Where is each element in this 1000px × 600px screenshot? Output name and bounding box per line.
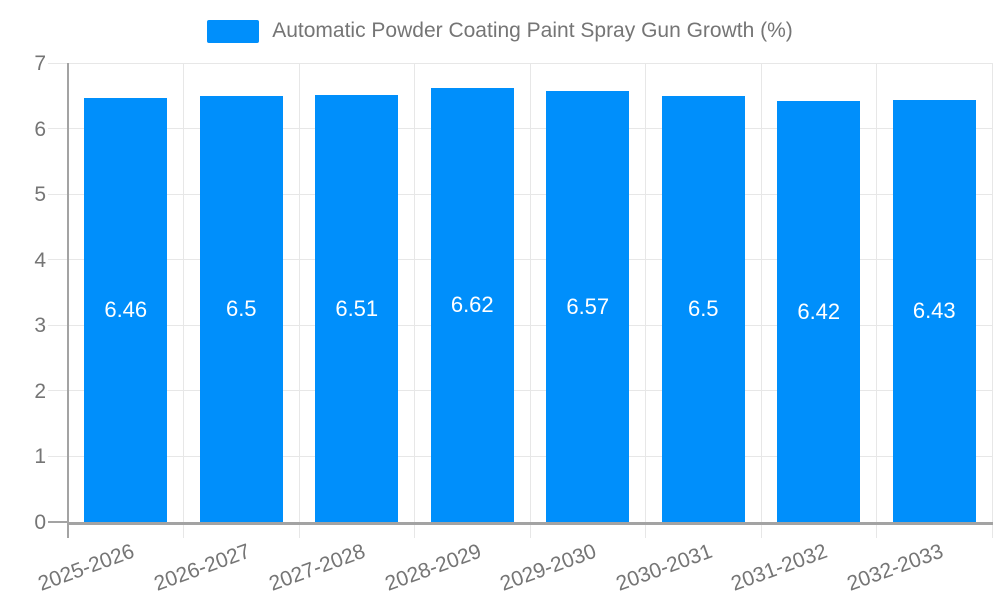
x-tick-label: 2032-2033 [843,539,947,596]
y-gridline [48,455,992,457]
y-tick-label: 3 [34,314,46,338]
x-tick-label: 2031-2032 [728,539,831,596]
bar-value-label: 6.57 [566,293,610,319]
bar[interactable]: 6.5 [199,95,283,522]
x-axis-line [67,522,993,525]
y-tick-label: 5 [34,183,46,207]
y-gridline [48,128,992,130]
x-tick-label: 2029-2030 [497,539,600,596]
x-tick-label: 2025-2026 [35,539,138,596]
x-gridline [414,63,415,538]
x-gridline [529,63,531,538]
y-tick [48,521,68,523]
y-axis-line [67,63,69,538]
bar-value-label: 6.46 [104,297,148,323]
y-gridline [48,62,992,64]
legend-item[interactable]: Automatic Powder Coating Paint Spray Gun… [0,19,1000,43]
bar[interactable]: 6.51 [315,95,399,522]
x-tick-label: 2028-2029 [381,539,485,596]
x-gridline [876,63,877,538]
y-gridline [48,324,992,326]
y-gridline [48,390,992,392]
plot-area: 0 1 2 3 4 5 6 7 6.46 6.5 6.51 6.62 6.57 6.5 6.42 6.43 20… [34,53,993,596]
y-tick-label: 0 [34,511,46,534]
y-gridline [48,193,992,195]
bar[interactable]: 6.43 [892,100,976,522]
y-tick-label: 7 [34,52,46,75]
bar-value-label: 6.5 [687,295,719,321]
y-tick-label: 4 [34,248,46,272]
x-gridline [298,63,300,538]
bar-value-label: 6.5 [225,295,257,321]
x-tick-label: 2027-2028 [266,539,369,596]
bar-value-label: 6.51 [335,295,379,321]
x-tick-label: 2030-2031 [612,539,716,596]
legend-label: Automatic Powder Coating Paint Spray Gun… [272,19,793,42]
x-gridline [760,63,762,538]
x-gridline [183,63,184,538]
x-gridline [991,63,993,538]
x-tick-label: 2026-2027 [150,539,254,596]
bar-value-label: 6.42 [797,298,841,324]
x-gridline [645,63,646,538]
y-gridline [48,259,992,261]
bar[interactable]: 6.46 [84,98,168,522]
bar[interactable]: 6.42 [777,101,861,522]
legend-swatch-icon [207,19,260,43]
y-tick-label: 6 [34,117,46,141]
bar[interactable]: 6.5 [661,95,745,522]
bar[interactable]: 6.57 [546,91,630,522]
y-tick-label: 2 [34,379,46,403]
y-tick-label: 1 [34,445,46,469]
bar-value-label: 6.43 [912,298,956,324]
bar[interactable]: 6.62 [430,87,514,522]
bar-value-label: 6.62 [450,291,494,317]
